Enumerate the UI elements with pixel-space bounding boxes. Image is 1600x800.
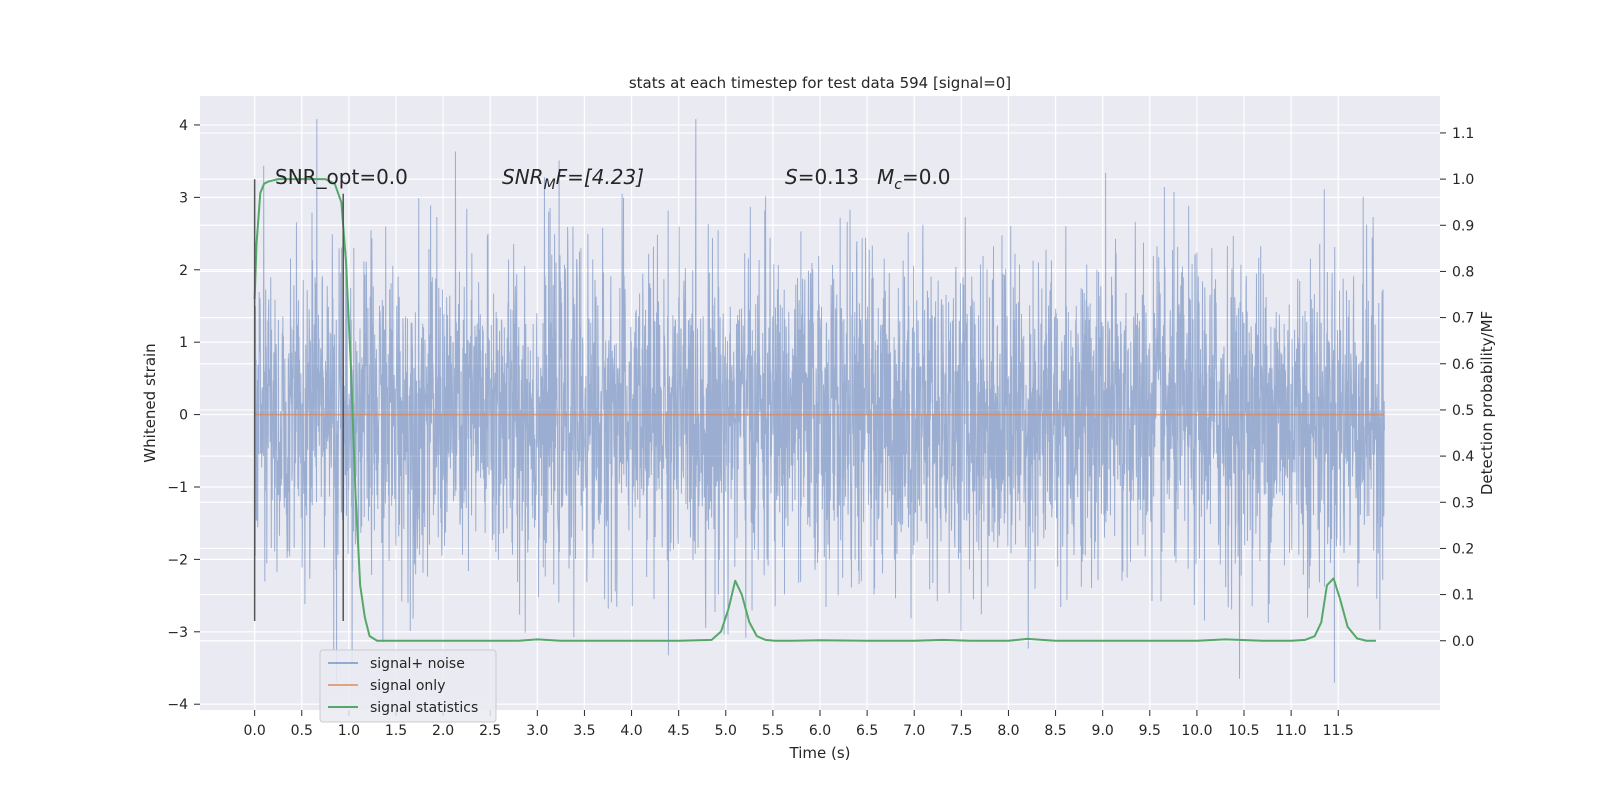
y2-tick-label: 0.6 (1452, 357, 1474, 373)
y2-axis-ticks: 0.0 0.1 0.2 0.3 0.4 0.5 0.6 0.7 0.8 0.9 1.0 1.1 (1440, 126, 1474, 650)
annotation-mc: Mc=0.0 (877, 165, 951, 193)
y-tick-label: 1 (179, 335, 188, 351)
x-tick-label: 6.5 (856, 723, 878, 739)
x-tick-label: 11.0 (1276, 723, 1307, 739)
x-tick-label: 5.5 (762, 723, 784, 739)
marker-lines (253, 179, 344, 621)
y-axis-ticks: −4 −3 −2 −1 0 1 2 3 4 (167, 118, 200, 713)
chart-title: stats at each timestep for test data 594… (629, 74, 1011, 92)
x-tick-label: 1.0 (338, 723, 360, 739)
x-tick-label: 6.0 (809, 723, 831, 739)
y2-tick-label: 0.8 (1452, 264, 1474, 280)
y-tick-label: −2 (167, 552, 188, 568)
line-signal-noise (254, 119, 1385, 683)
y-tick-label: 2 (179, 263, 188, 279)
line-signal-statistics (253, 178, 1376, 642)
legend-label-stats: signal statistics (370, 700, 478, 716)
y2-tick-label: 0.0 (1452, 634, 1474, 650)
y-tick-label: 4 (179, 118, 188, 134)
annotation-s: S=0.13 (785, 165, 859, 189)
x-tick-label: 10.0 (1181, 723, 1212, 739)
y2-tick-label: 0.4 (1452, 449, 1474, 465)
x-tick-label: 7.0 (903, 723, 925, 739)
x-tick-label: 0.5 (291, 723, 313, 739)
x-tick-label: 0.0 (244, 723, 266, 739)
y-tick-label: 0 (179, 408, 188, 424)
x-tick-label: 2.5 (479, 723, 501, 739)
y2-tick-label: 1.1 (1452, 126, 1474, 142)
y2-tick-label: 0.2 (1452, 541, 1474, 557)
annotation-snr-opt: SNR_opt=0.0 (275, 165, 408, 189)
series-signal-noise (254, 119, 1385, 683)
x-axis-label: Time (s) (789, 744, 851, 762)
x-tick-label: 7.5 (950, 723, 972, 739)
y2-tick-label: 0.3 (1452, 495, 1474, 511)
y-tick-label: 3 (179, 190, 188, 206)
x-tick-label: 9.0 (1092, 723, 1114, 739)
y2-tick-label: 0.5 (1452, 403, 1474, 419)
x-tick-label: 4.0 (620, 723, 642, 739)
x-tick-label: 1.5 (385, 723, 407, 739)
y2-tick-label: 0.1 (1452, 588, 1474, 604)
x-tick-label: 4.5 (668, 723, 690, 739)
x-tick-label: 8.0 (997, 723, 1019, 739)
legend-label-signal: signal only (370, 678, 445, 694)
y2-tick-label: 0.9 (1452, 218, 1474, 234)
y-tick-label: −4 (167, 697, 188, 713)
x-tick-label: 3.5 (573, 723, 595, 739)
legend-box (319, 649, 497, 723)
y-axis-label: Whitened strain (141, 343, 159, 462)
x-tick-label: 9.5 (1139, 723, 1161, 739)
y2-axis-label: Detection probability/MF (1478, 311, 1496, 495)
x-tick-label: 11.5 (1323, 723, 1354, 739)
y-tick-label: −3 (167, 625, 188, 641)
x-tick-label: 2.0 (432, 723, 454, 739)
legend-label-noise: signal+ noise (370, 656, 465, 672)
y-tick-label: −1 (167, 480, 188, 496)
y2-tick-label: 1.0 (1452, 172, 1474, 188)
x-tick-label: 10.5 (1228, 723, 1259, 739)
annotation-snr-mf: SNRMF=[4.23] (502, 165, 644, 193)
x-tick-label: 8.5 (1044, 723, 1066, 739)
series-signal-statistics (253, 178, 1376, 642)
y2-tick-label: 0.7 (1452, 311, 1474, 327)
x-tick-label: 3.0 (526, 723, 548, 739)
x-axis-ticks: 0.0 0.5 1.0 1.5 2.0 2.5 3.0 3.5 4.0 4.5 5.0 5.5 6.0 6… (244, 710, 1354, 739)
legend: signal+ noise signal only signal statist… (319, 649, 497, 723)
x-tick-label: 5.0 (715, 723, 737, 739)
